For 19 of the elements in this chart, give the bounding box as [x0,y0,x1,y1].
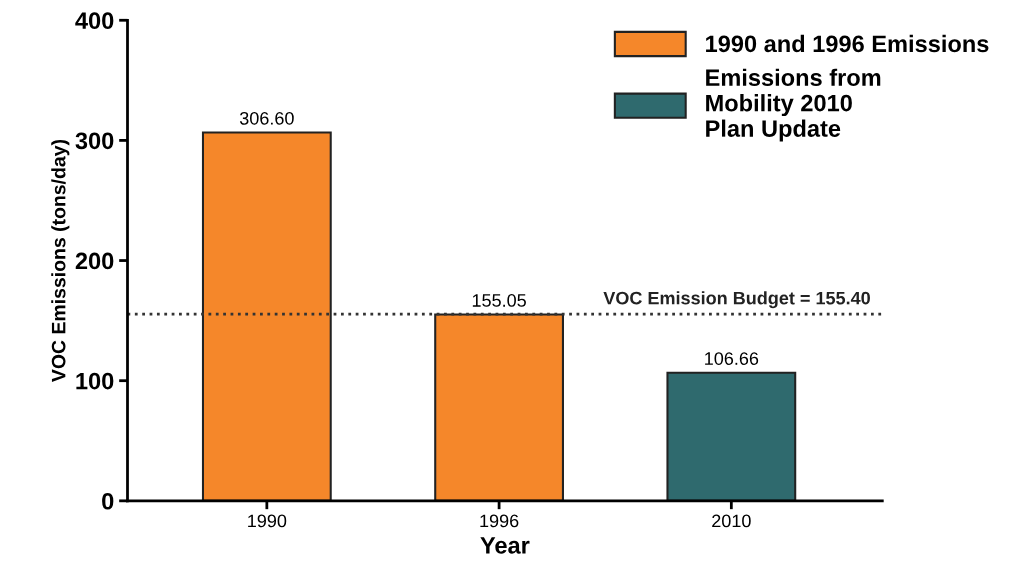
bar [201,131,332,501]
x-tick-label: 1990 [248,514,287,528]
ref-line-label: VOC Emission Budget = 155.40 [603,291,870,309]
y-tick-label: 100 [76,372,114,390]
data-label: 306.60 [239,111,294,125]
x-axis-title: Year [480,537,530,554]
y-axis-title: VOC Emissions (tons/day) [51,139,70,382]
legend-label: Emissions from Mobility 2010 Plan Update [706,68,881,142]
x-tick-label: 2010 [712,514,751,528]
legend-label: 1990 and 1996 Emissions [706,34,989,53]
y-tick-label: 0 [102,492,114,510]
y-tick-label: 200 [75,252,114,270]
y-tick-label: 300 [75,132,114,150]
bar [666,371,797,501]
y-tick-label: 400 [75,12,114,30]
x-tick-label: 1996 [480,514,519,528]
data-label: 106.66 [705,352,759,365]
bar [434,313,564,501]
data-label: 155.05 [472,294,526,307]
